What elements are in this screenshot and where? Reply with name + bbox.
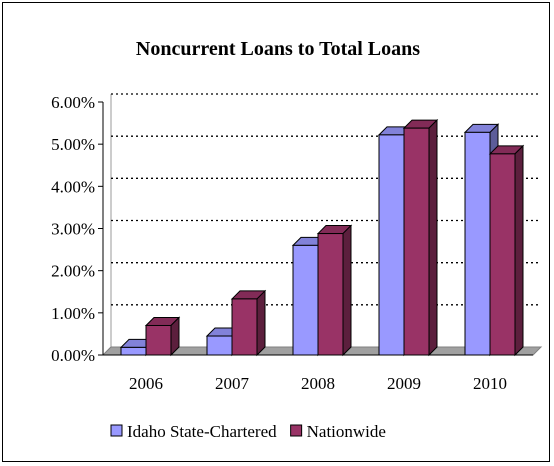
bar-front — [317, 233, 344, 356]
y-tick-label: 6.00% — [51, 93, 95, 112]
chart-frame: Noncurrent Loans to Total Loans 0.00% 1.0… — [2, 2, 550, 462]
bar-front — [206, 335, 233, 356]
x-tick-label: 2010 — [473, 374, 507, 393]
x-tick-label: 2008 — [301, 374, 335, 393]
bar-front — [145, 324, 172, 356]
x-tick-label: 2009 — [387, 374, 421, 393]
y-tick-label: 5.00% — [51, 135, 95, 154]
plot-area: 0.00% 1.00% 2.00% 3.00% 4.00% 5.00% 6.00% 2006 2… — [51, 93, 543, 393]
bar — [144, 316, 181, 357]
bar — [488, 144, 525, 357]
bar-side — [342, 224, 352, 357]
bar-front — [403, 127, 430, 356]
legend-swatch — [290, 424, 303, 437]
legend-swatch — [110, 424, 123, 437]
bar-front — [378, 134, 405, 356]
bar-side — [514, 144, 524, 357]
chart-svg: Noncurrent Loans to Total Loans 0.00% 1.0… — [51, 38, 543, 441]
bar — [230, 289, 267, 357]
legend-item: Idaho State-Chartered — [110, 422, 277, 441]
bar-front — [120, 346, 147, 356]
y-tick-label: 0.00% — [51, 346, 95, 365]
y-tick-label: 1.00% — [51, 304, 95, 323]
bar-front — [464, 131, 491, 356]
y-tick-label: 3.00% — [51, 220, 95, 239]
bar-front — [292, 244, 319, 356]
x-tick-label: 2006 — [129, 374, 163, 393]
bar-side — [256, 289, 266, 357]
legend: Idaho State-Chartered Nationwide — [110, 422, 386, 441]
bar — [316, 224, 353, 357]
back-wall — [102, 94, 112, 356]
legend-item: Nationwide — [290, 422, 386, 441]
legend-label: Nationwide — [307, 422, 386, 441]
bar-front — [489, 153, 516, 356]
y-tick-label: 2.00% — [51, 262, 95, 281]
chart-title: Noncurrent Loans to Total Loans — [136, 38, 420, 60]
bar-side — [428, 118, 438, 357]
legend-label: Idaho State-Chartered — [127, 422, 277, 441]
bar — [402, 118, 439, 357]
y-tick-label: 4.00% — [51, 177, 95, 196]
x-tick-label: 2007 — [215, 374, 250, 393]
bar-front — [231, 298, 258, 356]
